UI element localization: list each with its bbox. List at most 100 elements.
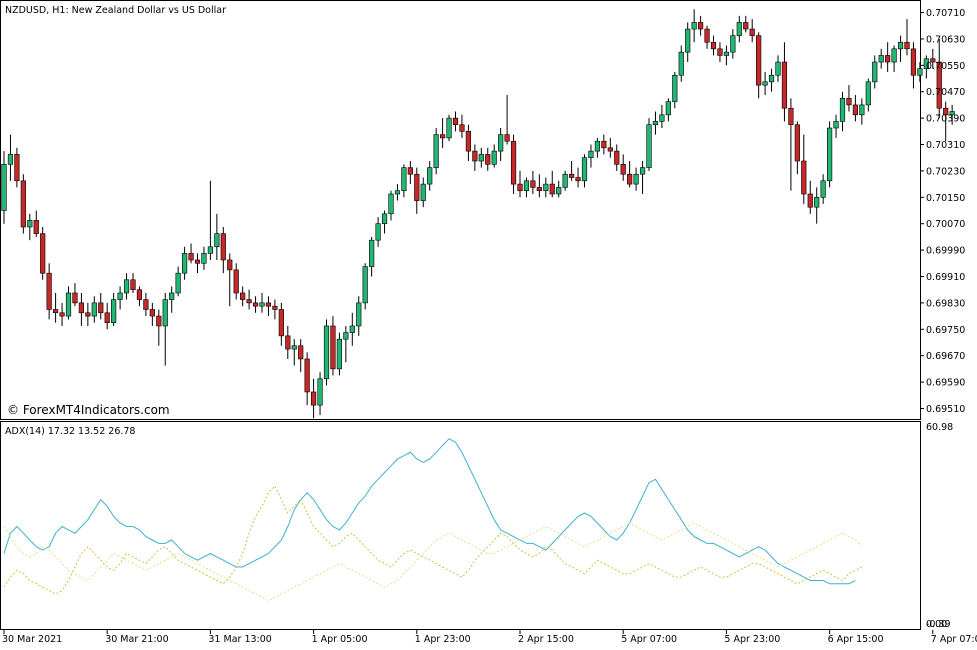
price-tick-label: 0.70710 <box>926 8 965 19</box>
candle <box>627 161 633 188</box>
candle <box>775 55 781 82</box>
price-tick-label: 0.70390 <box>926 114 965 125</box>
candle <box>91 296 97 323</box>
candle <box>723 45 729 66</box>
time-tick-label: 1 Apr 23:00 <box>415 634 471 645</box>
candle <box>581 154 588 188</box>
candle <box>949 104 955 125</box>
candle <box>498 128 504 162</box>
candle <box>672 71 678 109</box>
candle <box>801 134 807 204</box>
candle <box>459 114 465 138</box>
candle <box>756 32 762 99</box>
time-tick-label: 30 Mar 21:00 <box>105 634 168 645</box>
candle <box>846 85 852 112</box>
candle <box>362 263 368 310</box>
price-tick-label: 0.69590 <box>926 378 965 389</box>
candle <box>852 95 858 122</box>
candle <box>601 134 607 155</box>
candle <box>491 144 497 168</box>
candle <box>278 302 284 346</box>
candle <box>697 15 704 36</box>
candle <box>201 246 207 270</box>
candle <box>259 292 265 313</box>
candle <box>452 111 459 132</box>
candle <box>826 121 833 188</box>
candle <box>27 213 33 241</box>
time-axis: 30 Mar 2021 30 Mar 21:00 31 Mar 13:00 1 Apr… <box>2 630 977 645</box>
candle <box>762 71 768 96</box>
candle <box>14 147 20 188</box>
price-tick-label: 0.70310 <box>926 140 965 151</box>
indicator-tick-label: 60.98 <box>926 422 953 433</box>
candle <box>156 309 162 346</box>
candle <box>465 124 472 162</box>
candle <box>781 42 788 122</box>
candle <box>207 180 214 260</box>
candle <box>349 312 355 346</box>
candle <box>523 177 530 198</box>
candle <box>659 104 665 129</box>
candle <box>143 292 149 317</box>
candle <box>904 19 910 56</box>
candle <box>652 111 659 135</box>
candle <box>343 325 349 363</box>
price-tick-label: 0.69990 <box>926 246 965 257</box>
candle <box>78 292 84 326</box>
candle <box>240 286 246 307</box>
candle <box>72 283 78 307</box>
candle <box>936 38 942 119</box>
candle <box>575 167 581 188</box>
candle <box>646 118 652 171</box>
candle <box>407 161 413 185</box>
candle <box>917 62 923 82</box>
candle <box>788 98 794 191</box>
candle <box>123 273 130 300</box>
candle <box>233 263 239 300</box>
candle <box>111 292 117 326</box>
candle <box>859 98 865 125</box>
candle <box>414 167 420 214</box>
candle <box>614 144 620 171</box>
candle <box>839 91 846 132</box>
candle <box>214 213 220 260</box>
indicator-pane-frame <box>0 421 921 630</box>
indicator-tick-label: 0.00 <box>926 619 947 630</box>
candle <box>536 174 542 198</box>
price-pane-frame <box>0 0 921 420</box>
candle <box>678 45 684 82</box>
candle <box>510 134 517 195</box>
candle <box>130 273 136 293</box>
candle <box>685 22 691 63</box>
price-tick-label: 0.70550 <box>926 61 965 72</box>
price-tick-label: 0.70070 <box>926 219 965 230</box>
time-tick-label: 31 Mar 13:00 <box>208 634 271 645</box>
candle <box>46 263 52 320</box>
candle <box>175 266 181 297</box>
candle <box>40 226 46 280</box>
adx-series-0 <box>3 438 856 585</box>
candle <box>517 170 523 198</box>
candle <box>807 180 813 214</box>
price-tick-label: 0.69830 <box>926 298 965 309</box>
candle <box>833 114 839 138</box>
candle <box>594 137 600 158</box>
candle <box>381 210 388 234</box>
candle <box>433 128 439 175</box>
candle <box>388 190 394 221</box>
candle <box>304 352 310 406</box>
candle <box>730 29 736 59</box>
candle <box>607 137 613 158</box>
candle <box>943 101 949 142</box>
candle <box>20 174 26 234</box>
candle <box>182 246 188 280</box>
indicator-title: ADX(14) 17.32 13.52 26.78 <box>5 426 135 437</box>
candle <box>169 286 175 313</box>
candle <box>394 184 401 201</box>
candle <box>1 151 7 224</box>
time-tick-label: 5 Apr 07:00 <box>621 634 677 645</box>
candle <box>162 292 168 366</box>
candle <box>878 48 884 69</box>
